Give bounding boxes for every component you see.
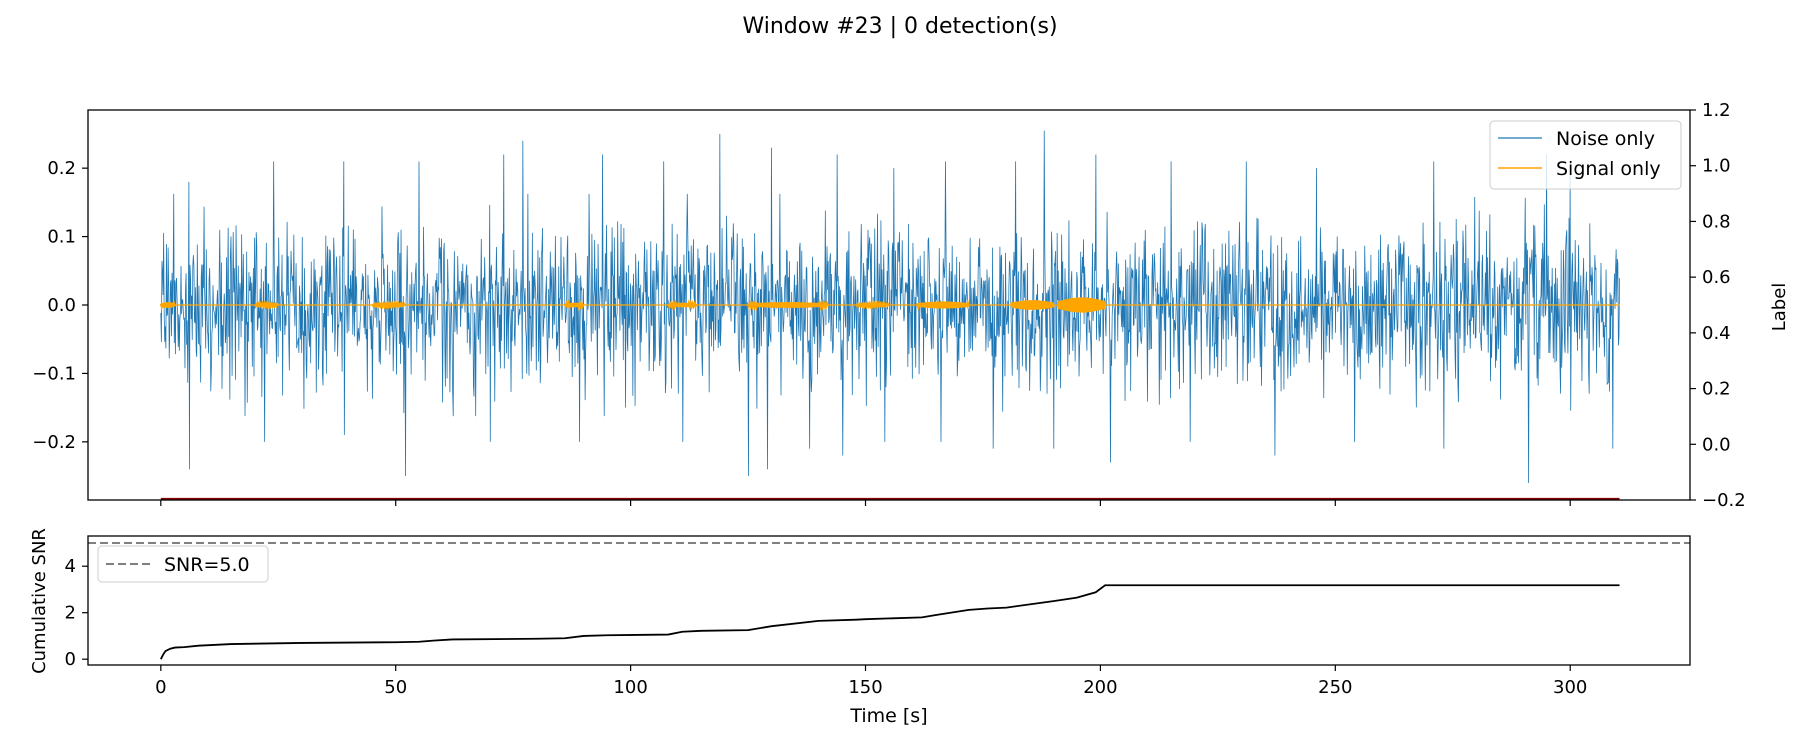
label-y-axis: −0.2 0.0 0.2 0.4 0.6 0.8 1.0 1.2 (1690, 100, 1746, 511)
snr-axis-title: Cumulative SNR (29, 528, 50, 674)
label-y-tick-label: 0.6 (1702, 267, 1731, 288)
time-x-tick-label: 200 (1083, 677, 1117, 698)
legend-noise-label: Noise only (1556, 128, 1655, 150)
time-x-tick-label: 0 (155, 677, 166, 698)
label-y-tick-label: 1.0 (1702, 156, 1731, 177)
label-y-tick-label: 0.2 (1702, 379, 1731, 400)
signal-only-burst-1 (253, 300, 280, 310)
noise-only-trace (160, 130, 1620, 483)
signal-panel: −0.2 −0.1 0.0 0.1 0.2 −0.2 0.0 0.2 0.4 0.6 0.8 1.0… (32, 100, 1790, 511)
snr-y-tick-label: 2 (65, 603, 76, 624)
signal-only-burst-9 (1057, 297, 1107, 313)
label-y-tick-label: −0.2 (1702, 490, 1746, 511)
snr-y-tick-label: 4 (65, 556, 76, 577)
signal-y-tick-label: 0.0 (47, 295, 76, 316)
legend-threshold-label: SNR=5.0 (164, 554, 250, 576)
label-y-tick-label: 0.8 (1702, 211, 1731, 232)
signal-only-burst-6 (855, 300, 890, 310)
time-x-tick-label: 50 (384, 677, 407, 698)
signal-x-axis (160, 500, 1571, 506)
signal-only-burst-2 (371, 300, 407, 310)
time-x-axis: 0 50 100 150 200 250 300 (155, 665, 1587, 698)
time-x-tick-label: 250 (1318, 677, 1352, 698)
snr-panel: 0 2 4 0 50 100 150 200 250 300 Cumulative SNR Ti… (29, 528, 1691, 727)
time-x-tick-label: 100 (613, 677, 647, 698)
label-y-tick-label: 0.4 (1702, 323, 1731, 344)
signal-y-axis: −0.2 −0.1 0.0 0.1 0.2 (32, 158, 88, 453)
signal-y-tick-label: 0.1 (47, 227, 76, 248)
signal-legend: Noise only Signal only (1489, 120, 1682, 190)
snr-legend-box (97, 545, 269, 583)
time-x-tick-label: 150 (848, 677, 882, 698)
signal-only-burst-8 (1010, 300, 1055, 310)
legend-signal-label: Signal only (1556, 158, 1661, 180)
snr-plot-area (88, 541, 1690, 660)
figure-title: Window #23 | 0 detection(s) (742, 14, 1057, 39)
label-axis-title: Label (1769, 283, 1790, 332)
signal-only-burst-4 (667, 298, 698, 311)
label-y-tick-label: 0.0 (1702, 434, 1731, 455)
time-axis-title: Time [s] (849, 705, 927, 727)
signal-plot-area (159, 130, 1620, 500)
signal-y-tick-label: 0.2 (47, 158, 76, 179)
snr-legend: SNR=5.0 (97, 545, 269, 583)
snr-y-axis: 0 2 4 (65, 556, 88, 670)
signal-only-burst-7 (916, 298, 970, 312)
signal-only-burst-0 (159, 299, 176, 311)
signal-only-burst-3 (563, 299, 585, 311)
snr-y-tick-label: 0 (65, 649, 76, 670)
time-x-tick-label: 300 (1553, 677, 1587, 698)
label-y-tick-label: 1.2 (1702, 100, 1731, 121)
signal-y-tick-label: −0.2 (32, 432, 76, 453)
signal-y-tick-label: −0.1 (32, 363, 76, 384)
cumulative-snr-trace (160, 584, 1620, 660)
signal-only-burst-5 (747, 298, 829, 312)
snr-axes-frame (87, 535, 1691, 666)
